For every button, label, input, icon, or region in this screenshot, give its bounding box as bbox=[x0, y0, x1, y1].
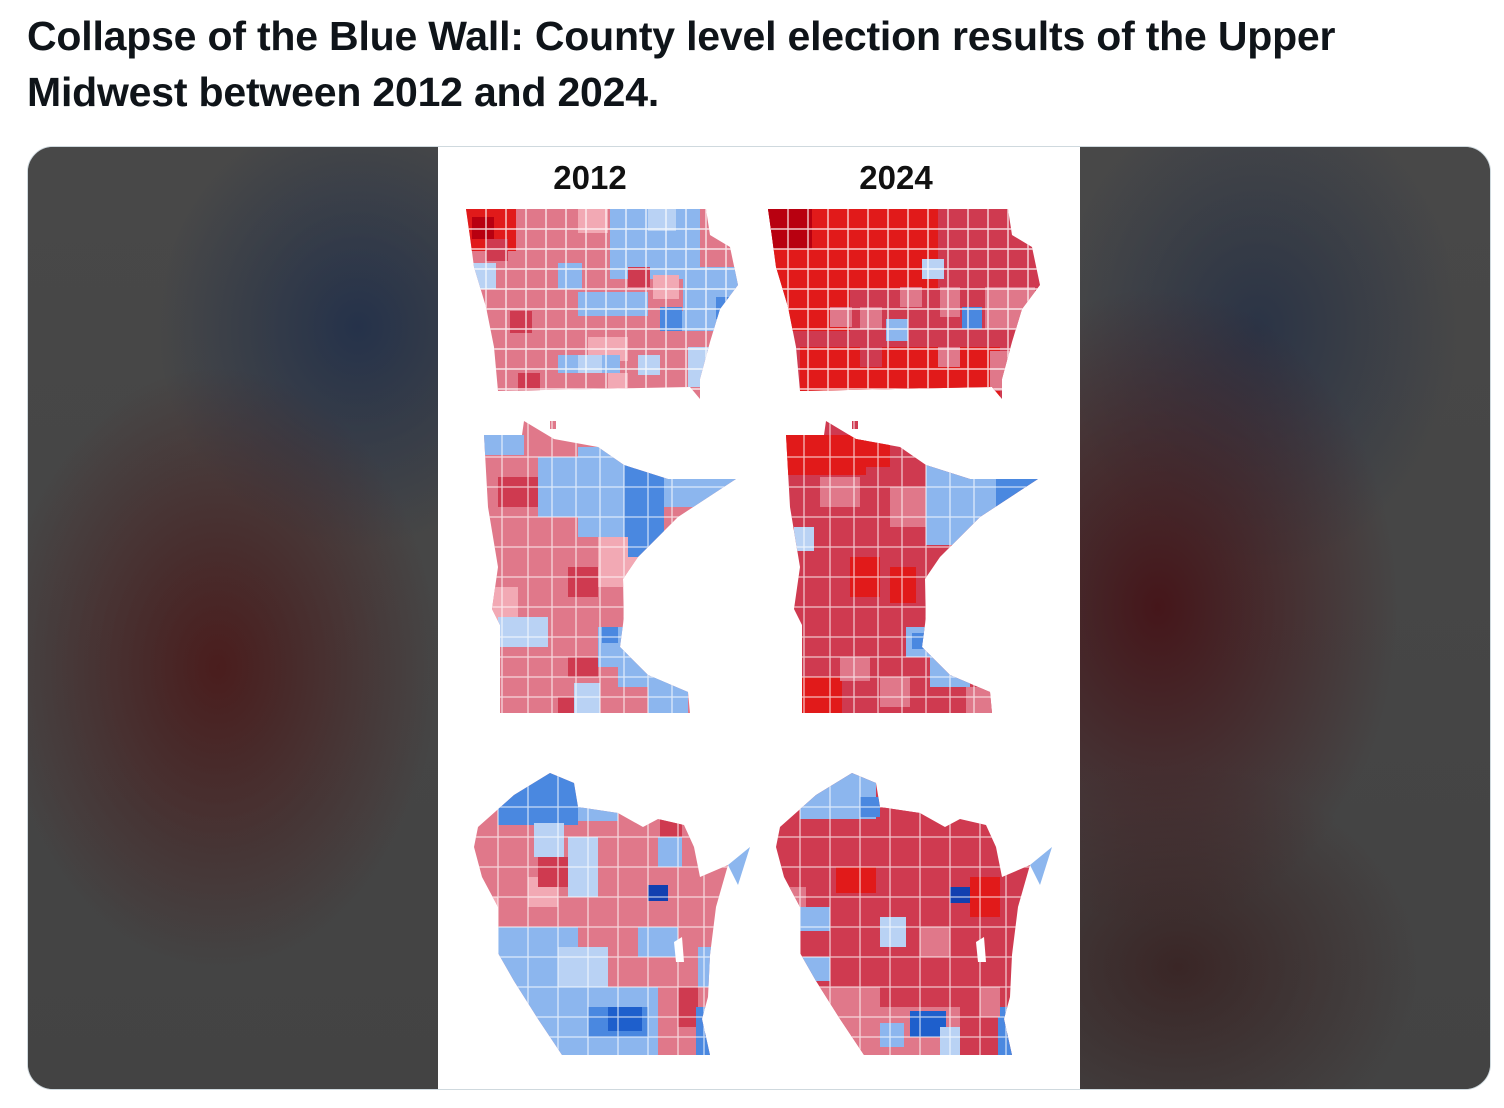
county-maps bbox=[466, 209, 1052, 1055]
year-label-2012: 2012 bbox=[553, 159, 627, 196]
media-card[interactable]: 2012 2024 bbox=[27, 146, 1491, 1090]
post-text: Collapse of the Blue Wall: County level … bbox=[27, 13, 1336, 115]
year-label-2024: 2024 bbox=[859, 159, 933, 196]
map-2012-iowa bbox=[466, 209, 738, 399]
map-2024-iowa bbox=[768, 209, 1040, 399]
map-2012-minnesota bbox=[484, 421, 736, 713]
map-2024-minnesota bbox=[786, 421, 1038, 713]
map-image[interactable]: 2012 2024 bbox=[438, 147, 1080, 1089]
map-2012-wisconsin bbox=[474, 773, 750, 1055]
map-2024-wisconsin bbox=[776, 773, 1052, 1055]
